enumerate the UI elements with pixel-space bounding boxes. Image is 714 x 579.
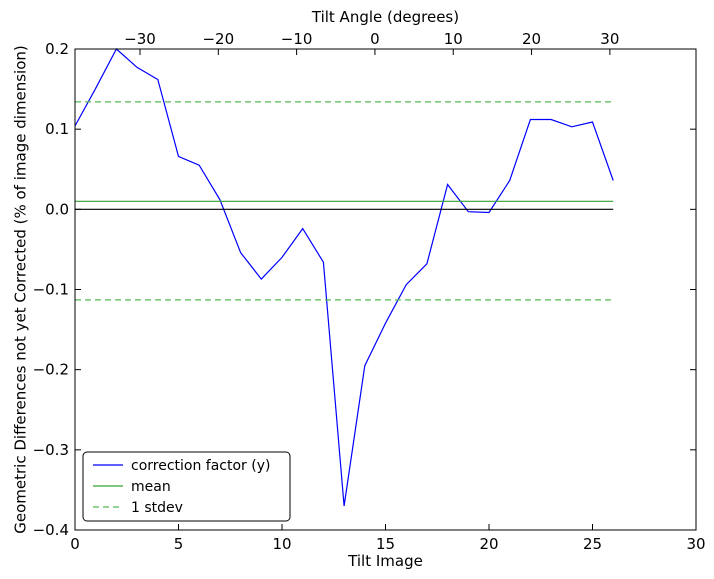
y-tick-label: 0.2 bbox=[45, 40, 69, 58]
top-tick-label: 10 bbox=[444, 30, 463, 48]
y-tick-label: −0.4 bbox=[33, 521, 69, 539]
legend-label: 1 stdev bbox=[131, 500, 183, 516]
top-tick-label: 0 bbox=[370, 30, 380, 48]
y-tick-label: 0.0 bbox=[45, 200, 69, 218]
x-tick-label: 30 bbox=[686, 535, 705, 553]
y-tick-label: −0.2 bbox=[33, 361, 69, 379]
ticks-layer: 0 5 10 15 20 25 30 0.2 0.1 0.0 −0.1 −0.2 −0.3 −0.4 −30… bbox=[33, 30, 706, 553]
x-tick-label: 10 bbox=[272, 535, 291, 553]
top-tick-label: −20 bbox=[202, 30, 234, 48]
x-tick-label: 25 bbox=[583, 535, 602, 553]
x-tick-label: 20 bbox=[479, 535, 498, 553]
top-axis-label: Tilt Angle (degrees) bbox=[311, 8, 459, 26]
y-tick-label: −0.3 bbox=[33, 441, 69, 459]
x-tick-label: 15 bbox=[376, 535, 395, 553]
series-line-0 bbox=[74, 48, 614, 506]
y-tick-label: 0.1 bbox=[45, 120, 69, 138]
legend-label: mean bbox=[131, 479, 171, 495]
y-tick-label: −0.1 bbox=[33, 281, 69, 299]
series-layer bbox=[74, 48, 614, 506]
legend-label: correction factor (y) bbox=[131, 458, 270, 474]
top-tick-label: 20 bbox=[522, 30, 541, 48]
x-tick-label: 5 bbox=[174, 535, 184, 553]
top-tick-label: −30 bbox=[124, 30, 156, 48]
x-axis-label: Tilt Image bbox=[347, 552, 423, 570]
top-tick-label: −10 bbox=[281, 30, 313, 48]
top-tick-label: 30 bbox=[600, 30, 619, 48]
legend-box bbox=[82, 451, 291, 522]
y-axis-label: Geometric Differences not yet Corrected … bbox=[11, 45, 29, 534]
legend: correction factor (y) mean 1 stdev bbox=[82, 451, 291, 522]
x-tick-label: 0 bbox=[70, 535, 80, 553]
